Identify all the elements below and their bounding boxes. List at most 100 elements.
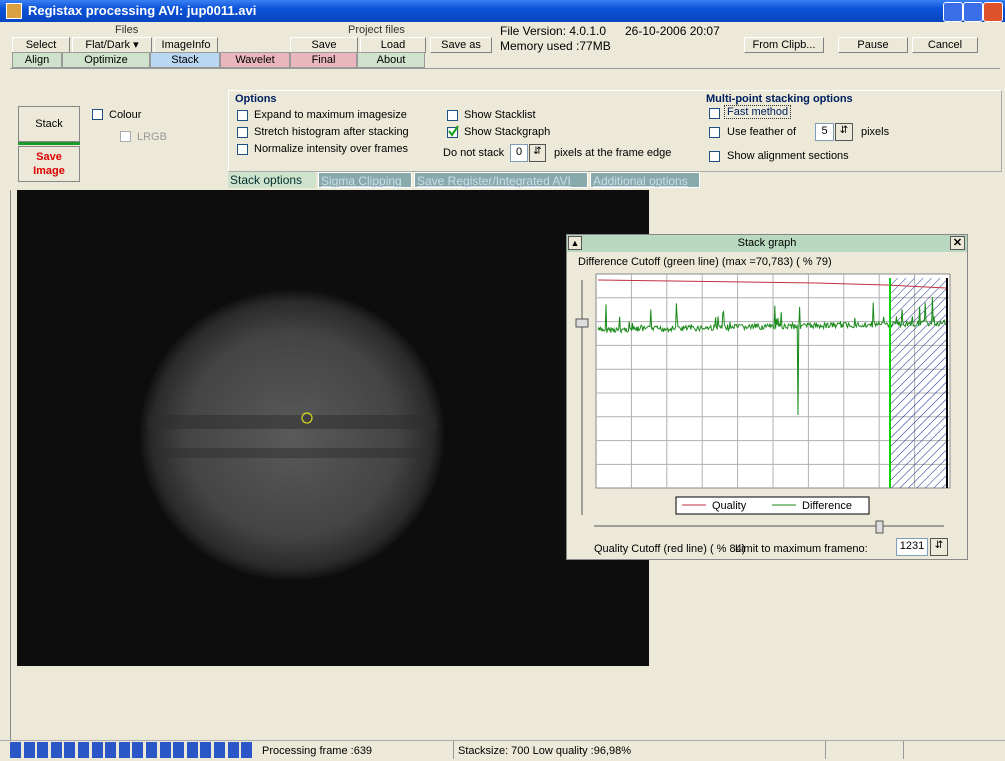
close-button[interactable] <box>983 2 1003 22</box>
checkbox-label: LRGB <box>137 131 167 143</box>
checkbox[interactable] <box>447 127 458 138</box>
checkbox[interactable] <box>709 108 720 119</box>
checkbox-label: Show Stackgraph <box>464 126 550 138</box>
checkbox[interactable] <box>709 151 720 162</box>
progress-bar <box>10 742 256 758</box>
checkbox[interactable] <box>237 110 248 121</box>
window-title: Registax processing AVI: jup0011.avi <box>28 3 256 18</box>
cancel-button[interactable]: Cancel <box>912 37 978 53</box>
checkbox-label: Show alignment sections <box>727 150 849 162</box>
minimize-button[interactable] <box>943 2 963 22</box>
subtab[interactable]: Additional options <box>590 172 700 188</box>
from-clipboard-button[interactable]: From Clipb... <box>744 37 824 53</box>
subtab[interactable]: Stack options <box>228 172 316 188</box>
tab[interactable]: About <box>357 52 425 68</box>
collapse-button[interactable]: ▲ <box>568 236 582 250</box>
file-version: File Version: 4.0.1.0 <box>500 24 606 38</box>
stack-button[interactable]: Stack <box>18 106 80 142</box>
quality-cutoff-label: Quality Cutoff (red line) ( % 84) <box>594 543 745 555</box>
pause-button[interactable]: Pause <box>838 37 908 53</box>
checkbox[interactable] <box>237 127 248 138</box>
divider <box>10 68 1000 69</box>
progress-block <box>187 742 198 758</box>
tab[interactable]: Stack <box>150 52 220 68</box>
feather-input[interactable]: 5 <box>815 123 834 141</box>
tab[interactable]: Wavelet <box>220 52 290 68</box>
limit-label: Limit to maximum frameno: <box>735 543 868 555</box>
spin-button[interactable]: ⇵ <box>529 144 546 162</box>
tab[interactable]: Optimize <box>62 52 150 68</box>
progress-block <box>92 742 103 758</box>
progress-block <box>10 742 21 758</box>
legend-label: Difference <box>802 500 852 512</box>
image-view <box>17 190 649 666</box>
save-as-button[interactable]: Save as <box>430 37 492 53</box>
load-button[interactable]: Load <box>360 37 426 53</box>
progress-block <box>64 742 75 758</box>
subtab[interactable]: Sigma Clipping <box>318 172 412 188</box>
field-label: pixels at the frame edge <box>554 147 671 159</box>
planet <box>140 290 444 580</box>
graph-area <box>566 270 968 560</box>
group-label: Files <box>115 24 138 36</box>
memory-used: Memory used :77MB <box>500 39 611 53</box>
divider <box>903 741 904 759</box>
maximize-button[interactable] <box>963 2 983 22</box>
slider-thumb[interactable] <box>876 521 883 533</box>
legend-label: Quality <box>712 500 746 512</box>
section-heading: Multi-point stacking options <box>706 93 853 105</box>
progress-block <box>173 742 184 758</box>
section-heading: Options <box>235 93 277 105</box>
app-icon <box>6 3 22 19</box>
close-graph-button[interactable]: ✕ <box>950 236 965 250</box>
tab[interactable]: Align <box>12 52 62 68</box>
spin-button[interactable]: ⇵ <box>930 538 948 556</box>
progress-indicator <box>18 142 80 145</box>
progress-block <box>78 742 89 758</box>
save-image-button[interactable]: Save Image <box>18 146 80 182</box>
progress-block <box>160 742 171 758</box>
checkbox-label: Normalize intensity over frames <box>254 143 408 155</box>
limit-input[interactable]: 1231 <box>896 538 928 556</box>
flat-dark-button[interactable]: Flat/Dark ▾ <box>72 37 152 53</box>
group-label: Project files <box>348 24 405 36</box>
edge-input[interactable]: 0 <box>510 144 528 162</box>
progress-block <box>241 742 252 758</box>
planet-band <box>147 415 437 429</box>
checkbox[interactable] <box>709 127 720 138</box>
divider <box>453 741 454 759</box>
checkbox[interactable] <box>120 131 131 142</box>
status-stacksize: Stacksize: 700 Low quality :96,98% <box>458 745 631 757</box>
progress-block <box>146 742 157 758</box>
divider <box>825 741 826 759</box>
progress-block <box>24 742 35 758</box>
select-button[interactable]: Select <box>12 37 70 53</box>
excluded-region <box>890 278 946 488</box>
field-label: Do not stack <box>443 147 504 159</box>
difference-caption: Difference Cutoff (green line) (max =70,… <box>578 256 832 268</box>
checkbox[interactable] <box>92 109 103 120</box>
tab[interactable]: Final <box>290 52 357 68</box>
status-frame: Processing frame :639 <box>262 745 372 757</box>
progress-block <box>132 742 143 758</box>
checkbox-label: Colour <box>109 109 141 121</box>
graph-title: Stack graph <box>567 237 967 249</box>
progress-block <box>51 742 62 758</box>
planet-band <box>152 448 432 458</box>
imageinfo-button[interactable]: ImageInfo <box>154 37 218 53</box>
progress-block <box>105 742 116 758</box>
checkbox-label: Expand to maximum imagesize <box>254 109 407 121</box>
slider-thumb[interactable] <box>576 319 588 327</box>
checkbox-label: Fast method <box>724 105 791 119</box>
progress-block <box>119 742 130 758</box>
checkbox-label: Use feather of <box>727 126 796 138</box>
checkbox[interactable] <box>237 144 248 155</box>
check-mark <box>447 125 459 137</box>
spin-button[interactable]: ⇵ <box>835 123 853 141</box>
save-button[interactable]: Save <box>290 37 358 53</box>
checkbox[interactable] <box>447 110 458 121</box>
checkbox-label: Stretch histogram after stacking <box>254 126 409 138</box>
progress-block <box>200 742 211 758</box>
field-label: pixels <box>861 126 889 138</box>
subtab[interactable]: Save Register/Integrated AVI <box>414 172 588 188</box>
